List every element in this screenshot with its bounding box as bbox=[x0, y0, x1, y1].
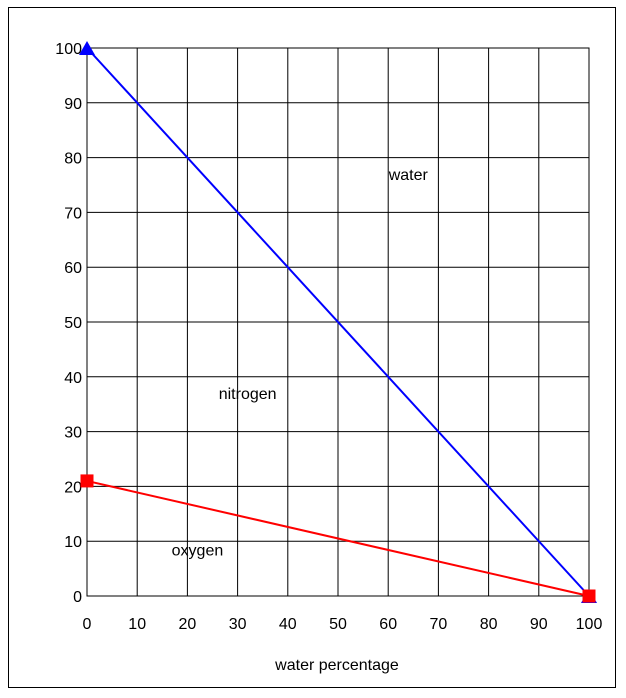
annotation-2: oxygen bbox=[172, 542, 224, 559]
x-axis-label: water percentage bbox=[274, 657, 399, 674]
y-tick-label-50: 50 bbox=[64, 315, 82, 332]
x-tick-label-60: 60 bbox=[379, 616, 397, 633]
x-tick-label-80: 80 bbox=[480, 616, 498, 633]
x-tick-label-90: 90 bbox=[530, 616, 548, 633]
y-tick-label-70: 70 bbox=[64, 205, 82, 222]
y-tick-labels: 0 10 20 30 40 50 60 70 80 90 100 bbox=[55, 41, 82, 606]
y-tick-label-30: 30 bbox=[64, 425, 82, 442]
annotation-1: nitrogen bbox=[219, 386, 277, 403]
x-tick-label-50: 50 bbox=[329, 616, 347, 633]
x-tick-label-20: 20 bbox=[179, 616, 197, 633]
annotations: water nitrogen oxygen bbox=[172, 167, 429, 559]
series-line-1 bbox=[86, 479, 590, 597]
annotation-0: water bbox=[388, 167, 429, 184]
series-1-point-0 bbox=[80, 474, 94, 488]
y-tick-label-20: 20 bbox=[64, 479, 82, 496]
x-tick-label-70: 70 bbox=[430, 616, 448, 633]
series-0-point-0 bbox=[79, 41, 95, 55]
y-tick-label-90: 90 bbox=[64, 96, 82, 113]
chart-frame bbox=[8, 7, 616, 688]
x-tick-label-40: 40 bbox=[279, 616, 297, 633]
y-tick-label-40: 40 bbox=[64, 370, 82, 387]
x-tick-label-0: 0 bbox=[83, 616, 92, 633]
series-line-0 bbox=[86, 47, 590, 597]
y-tick-label-10: 10 bbox=[64, 534, 82, 551]
grid bbox=[86, 47, 590, 597]
series-1-point-1 bbox=[582, 589, 596, 603]
y-tick-label-0: 0 bbox=[73, 589, 82, 606]
y-tick-label-80: 80 bbox=[64, 151, 82, 168]
series-lines bbox=[79, 41, 597, 603]
plot-area bbox=[86, 47, 590, 597]
x-tick-label-10: 10 bbox=[128, 616, 146, 633]
y-tick-label-60: 60 bbox=[64, 260, 82, 277]
x-tick-label-30: 30 bbox=[229, 616, 247, 633]
y-tick-label-100: 100 bbox=[55, 41, 82, 58]
x-tick-labels: 0 10 20 30 40 50 60 70 80 90 100 bbox=[83, 616, 603, 633]
x-tick-label-100: 100 bbox=[576, 616, 603, 633]
